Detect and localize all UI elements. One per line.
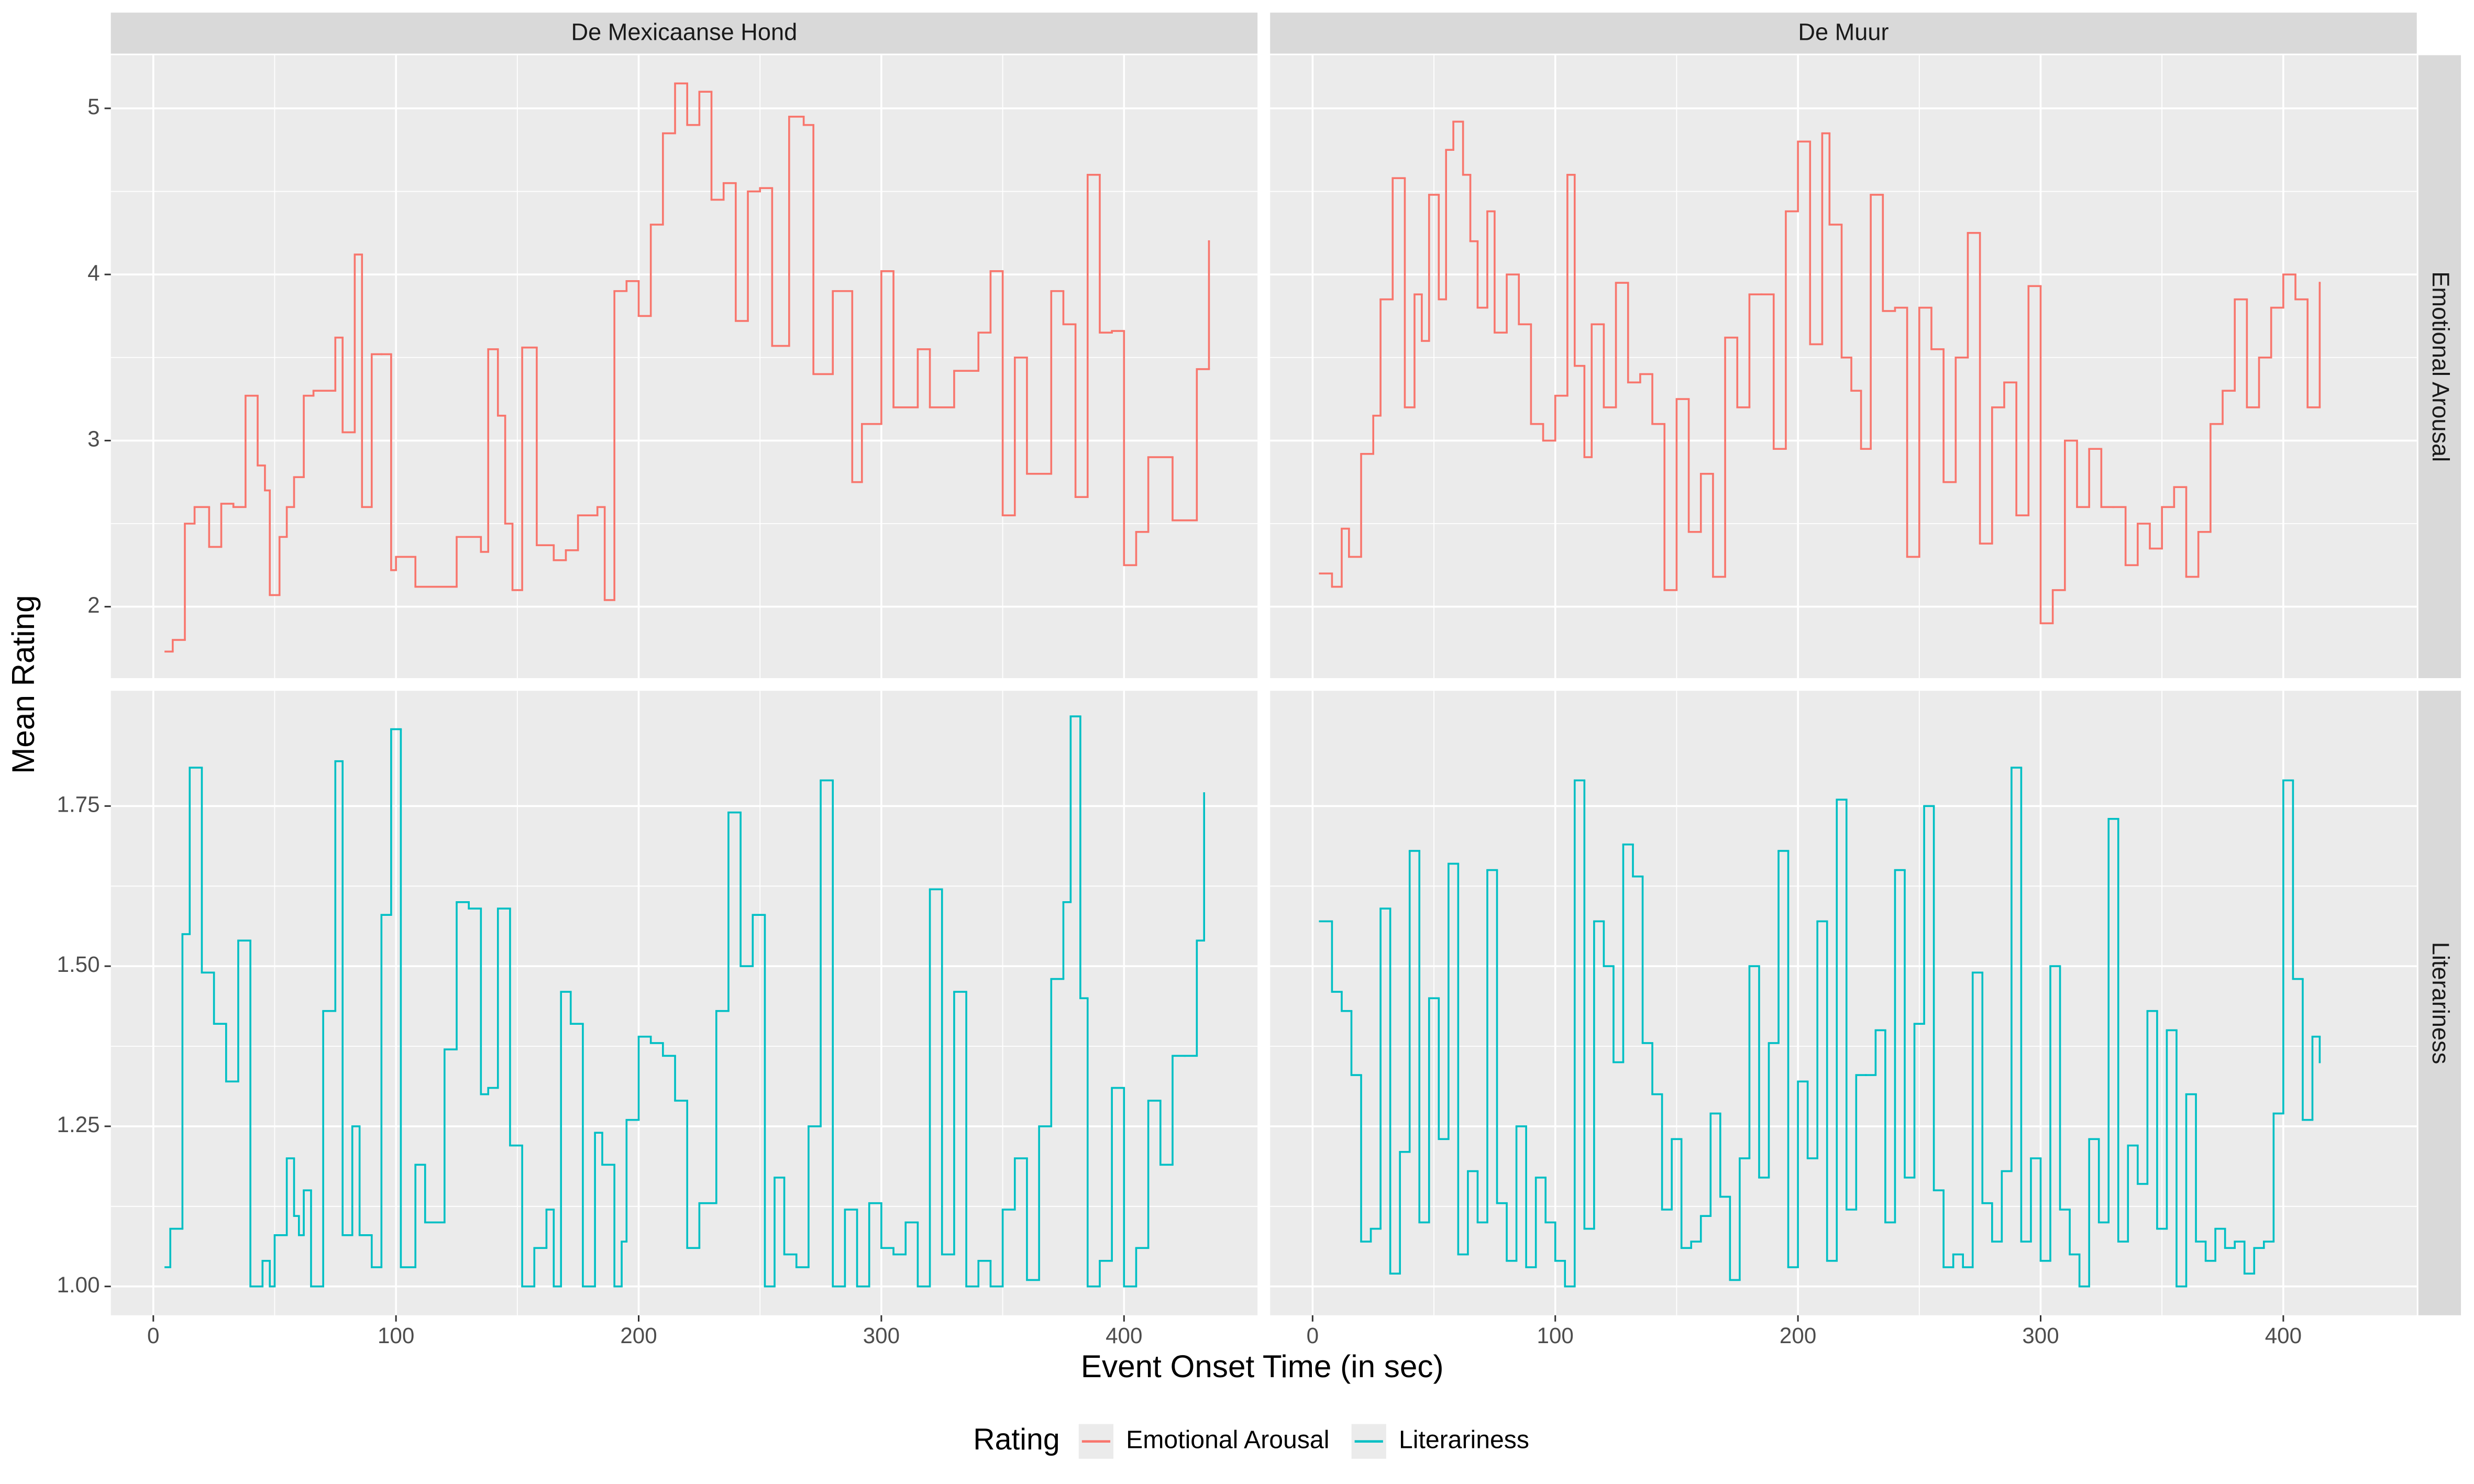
facet-strip-label: Literariness	[2427, 942, 2454, 1064]
x-tick-label: 0	[1307, 1323, 1319, 1348]
x-tick-label: 0	[147, 1323, 159, 1348]
panel-background	[111, 691, 1258, 1315]
facet-strip	[2418, 691, 2461, 1315]
facet-strip-label: Emotional Arousal	[2427, 271, 2454, 462]
panel-background	[1270, 691, 2417, 1315]
x-tick-label: 200	[1780, 1323, 1816, 1348]
y-tick-label: 4	[87, 260, 100, 285]
x-tick-label: 300	[863, 1323, 900, 1348]
y-tick-label: 5	[87, 94, 100, 119]
panel-background	[1270, 55, 2417, 679]
y-tick-label: 3	[87, 427, 100, 451]
y-tick-label: 1.00	[57, 1272, 100, 1297]
facet-strip	[1270, 13, 2417, 54]
x-tick-label: 200	[620, 1323, 657, 1348]
x-tick-label: 400	[2265, 1323, 2302, 1348]
x-tick-label: 300	[2022, 1323, 2059, 1348]
y-tick-label: 1.50	[57, 952, 100, 977]
y-axis-title: Mean Rating	[5, 595, 41, 773]
y-tick-label: 1.25	[57, 1112, 100, 1137]
facet-strip	[111, 13, 1258, 54]
panel-background	[111, 55, 1258, 679]
y-tick-label: 1.75	[57, 792, 100, 816]
y-tick-label: 2	[87, 593, 100, 617]
legend-label: Emotional Arousal	[1126, 1425, 1329, 1454]
x-axis-title: Event Onset Time (in sec)	[1081, 1348, 1444, 1384]
x-tick-label: 100	[378, 1323, 414, 1348]
legend-label: Literariness	[1399, 1425, 1529, 1454]
x-tick-label: 100	[1537, 1323, 1574, 1348]
legend-title: Rating	[973, 1423, 1059, 1456]
facet-strip-label: De Muur	[1798, 19, 1888, 46]
facet-strip	[2418, 55, 2461, 679]
facet-strip-label: De Mexicaanse Hond	[571, 19, 798, 46]
x-tick-label: 400	[1106, 1323, 1142, 1348]
